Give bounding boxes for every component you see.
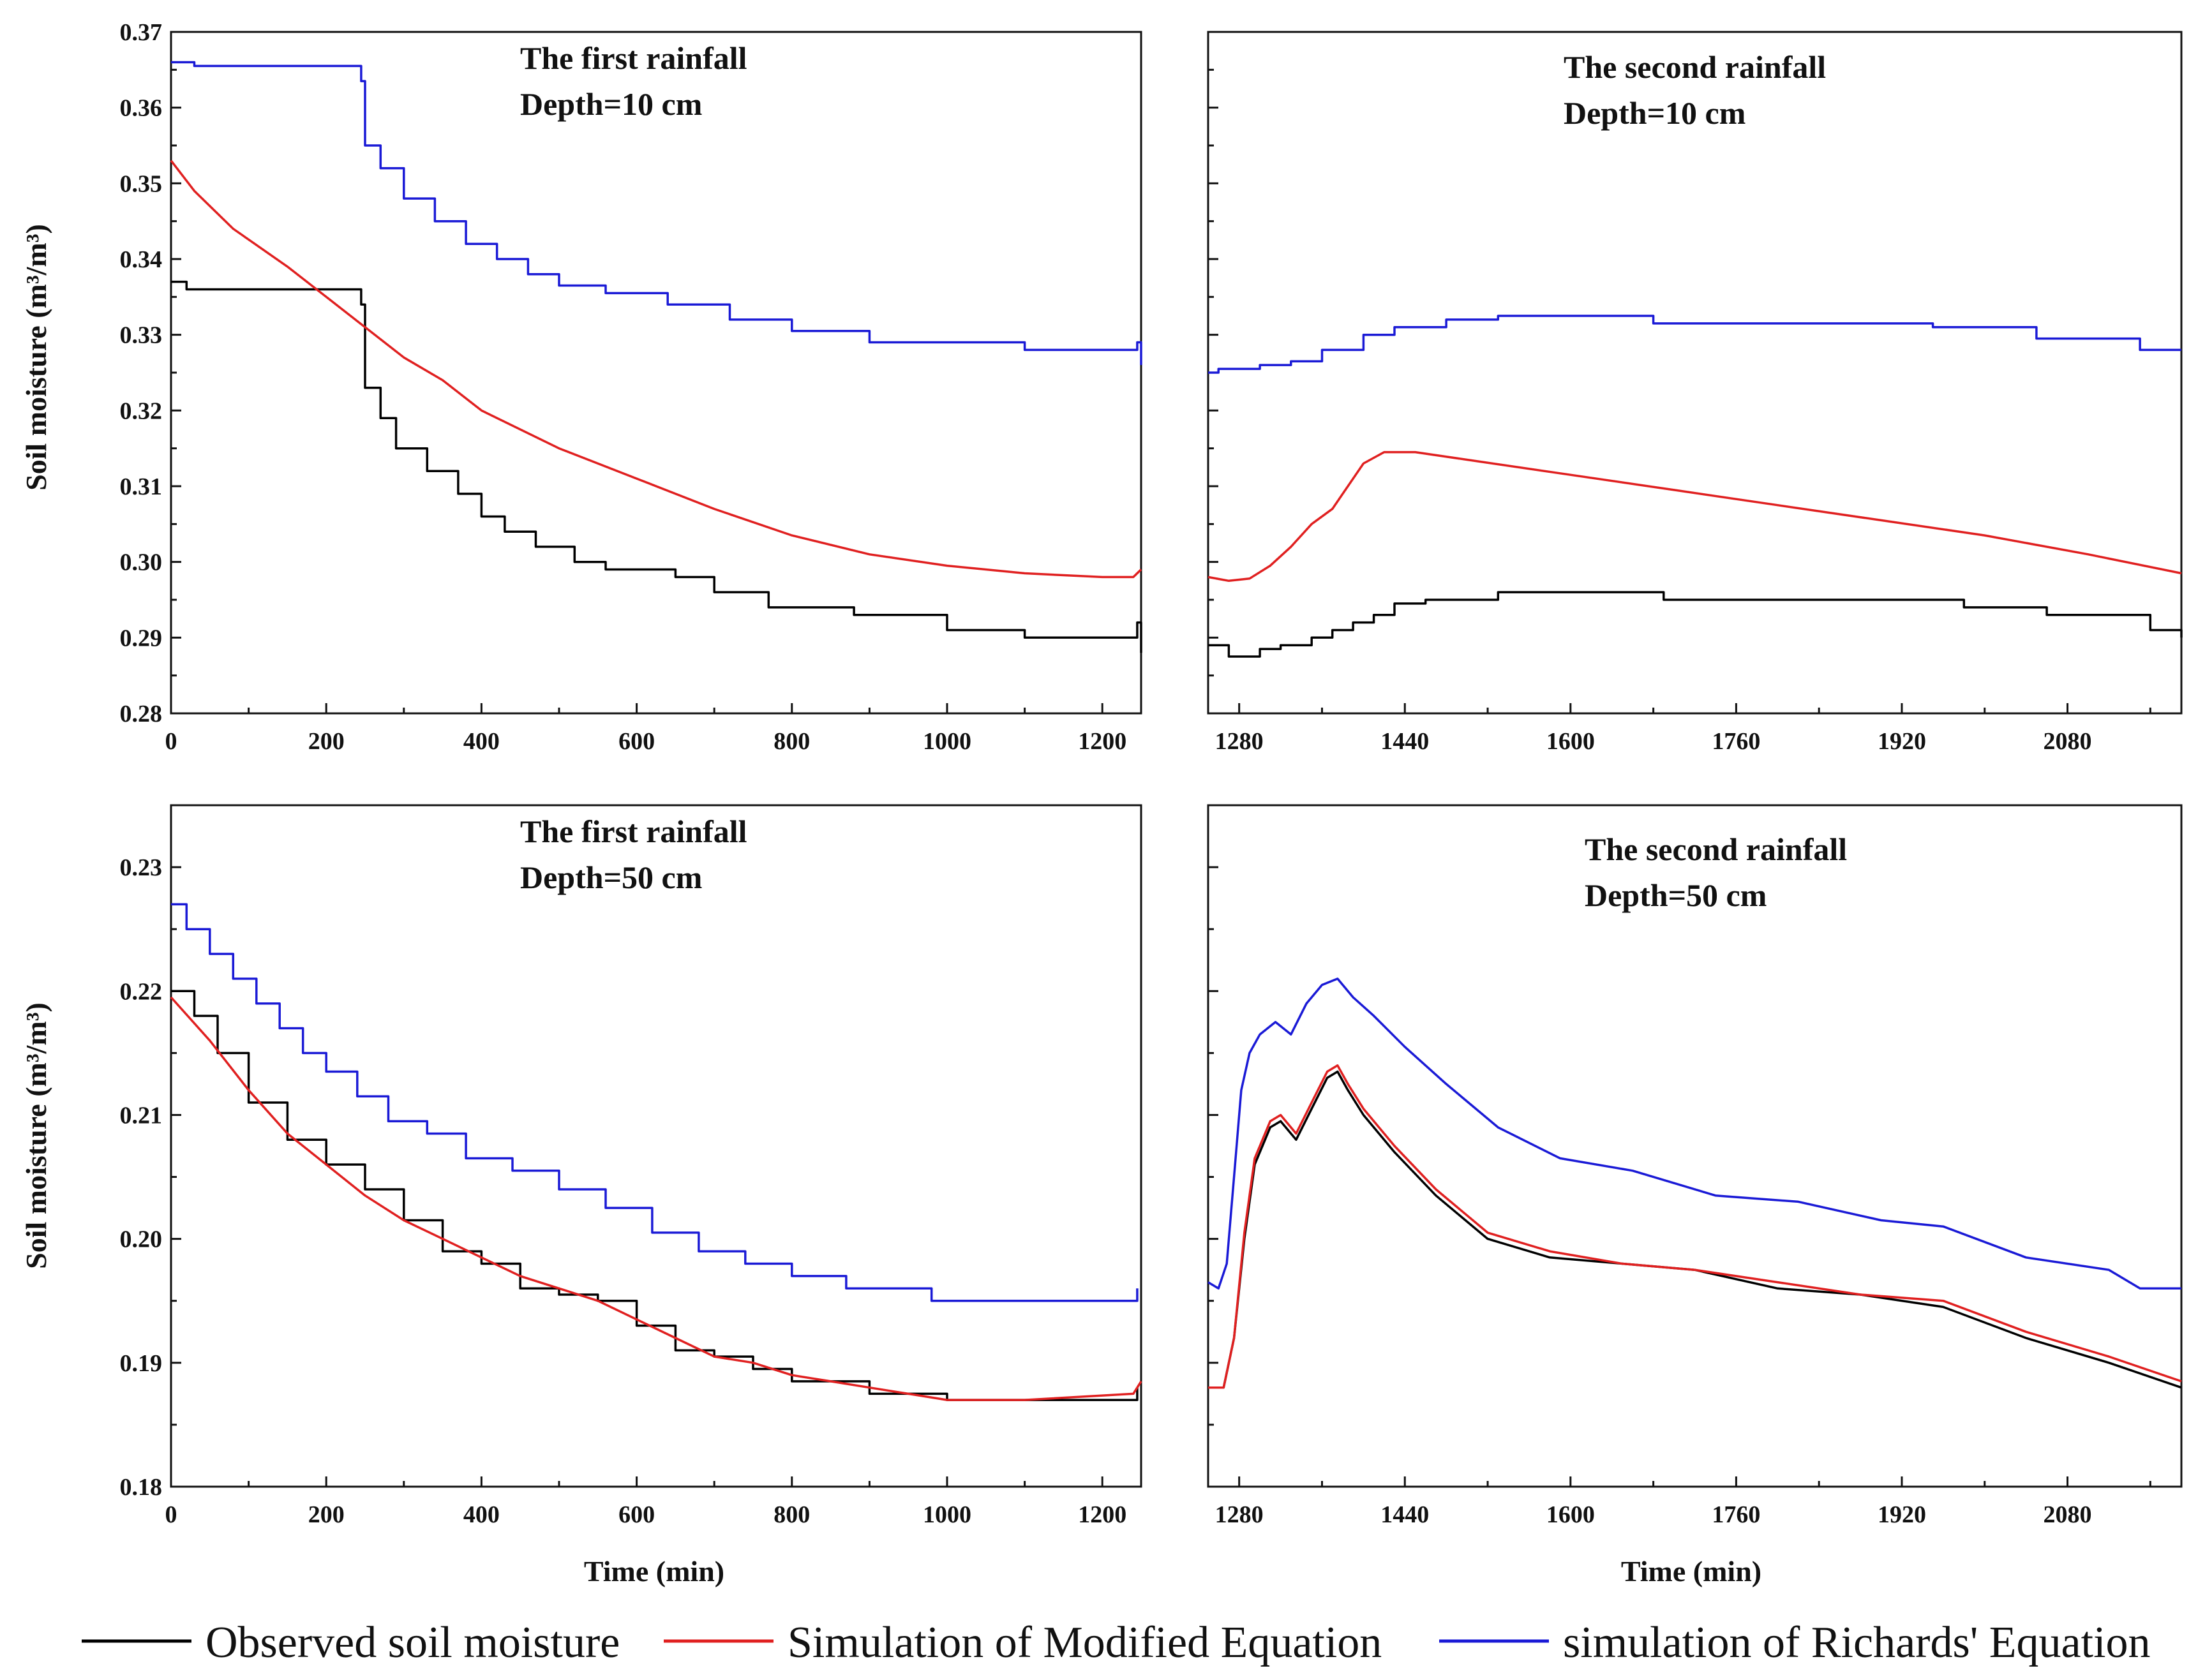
y-tick-label: 0.29 — [120, 625, 163, 651]
panel-annotation: Depth=10 cm — [1564, 95, 1745, 131]
x-tick-label: 600 — [618, 1501, 655, 1528]
x-tick-label: 1600 — [1546, 728, 1595, 755]
x-tick-label: 600 — [618, 728, 655, 755]
y-tick-label: 0.28 — [120, 701, 163, 727]
x-tick-label: 800 — [774, 728, 810, 755]
legend-label-richards: simulation of Richards' Equation — [1563, 1618, 2151, 1667]
x-tick-label: 1200 — [1078, 1501, 1126, 1528]
y-axis-label-top: Soil moisture (m³/m³) — [20, 224, 52, 491]
chart-panel-top-left: 0.28 0.29 0.30 0.31 0.32 0.33 0.34 0.35 0.36 0.37… — [120, 19, 1142, 755]
chart-panel-top-right: 1280 1440 1600 1760 1920 2080 The second rainf… — [1207, 31, 2183, 755]
y-tick-label: 0.19 — [120, 1350, 163, 1377]
x-tick-label: 1920 — [1878, 728, 1926, 755]
series-line-richards — [171, 61, 1142, 366]
x-tick-label: 1000 — [923, 728, 971, 755]
x-tick-label: 1440 — [1380, 728, 1429, 755]
x-tick-label: 1200 — [1078, 728, 1126, 755]
x-tick-label: 1920 — [1878, 1501, 1926, 1528]
x-tick-label: 800 — [774, 1501, 810, 1528]
panel-annotation: The second rainfall — [1564, 49, 1826, 85]
x-tick-label: 1760 — [1712, 1501, 1760, 1528]
y-tick-label: 0.37 — [120, 19, 163, 46]
series-line-observed — [1208, 591, 2183, 658]
y-tick-label: 0.34 — [120, 246, 163, 273]
x-tick-label: 1600 — [1546, 1501, 1595, 1528]
x-tick-label: 1760 — [1712, 728, 1760, 755]
series-line-modified — [1207, 450, 2182, 583]
plot-frame — [1207, 31, 2183, 715]
series-line-modified — [1208, 1064, 2182, 1389]
panel-annotation: The second rainfall — [1585, 831, 1847, 867]
x-tick-label: 400 — [463, 728, 500, 755]
x-tick-label: 1440 — [1380, 1501, 1429, 1528]
y-tick-label: 0.21 — [120, 1102, 163, 1129]
y-tick-label: 0.18 — [120, 1474, 163, 1501]
y-tick-label: 0.20 — [120, 1226, 163, 1253]
plot-frame — [170, 31, 1142, 715]
panel-annotation: The first rainfall — [520, 814, 747, 849]
series-line-richards — [1207, 978, 2181, 1290]
chart-panel-bottom-left: 0.18 0.19 0.20 0.21 0.22 0.23 0 200 400 600 800 100… — [120, 804, 1142, 1528]
x-tick-label: 200 — [308, 728, 345, 755]
x-tick-label: 1000 — [923, 1501, 971, 1528]
x-axis-label-right: Time (min) — [1621, 1555, 1761, 1587]
x-tick-label: 1280 — [1215, 1501, 1264, 1528]
x-tick-label: 2080 — [2044, 1501, 2092, 1528]
x-tick-label: 0 — [165, 728, 177, 755]
chart-panels: 0.28 0.29 0.30 0.31 0.32 0.33 0.34 0.35 0.36 0.37… — [120, 19, 2183, 1528]
y-tick-label: 0.22 — [120, 978, 163, 1005]
x-tick-label: 200 — [308, 1501, 345, 1528]
legend-label-observed: Observed soil moisture — [206, 1618, 620, 1667]
y-tick-label: 0.31 — [120, 473, 163, 500]
y-tick-label: 0.30 — [120, 549, 163, 576]
series-line-richards — [1208, 315, 2181, 374]
series-line-richards — [171, 903, 1139, 1302]
series-line-observed — [1208, 1070, 2182, 1389]
x-tick-label: 2080 — [2044, 728, 2092, 755]
x-axis-label-left: Time (min) — [584, 1555, 724, 1587]
chart-panel-bottom-right: 1280 1440 1600 1760 1920 2080 The second rainf… — [1207, 804, 2183, 1528]
x-tick-label: 400 — [463, 1501, 500, 1528]
y-tick-label: 0.35 — [120, 170, 163, 197]
plot-frame — [170, 804, 1142, 1488]
plot-frame — [1207, 804, 2183, 1488]
panel-annotation: Depth=50 cm — [520, 859, 702, 895]
y-tick-label: 0.36 — [120, 95, 163, 122]
panel-annotation: Depth=10 cm — [520, 86, 702, 122]
series-line-modified — [170, 996, 1142, 1401]
y-tick-label: 0.23 — [120, 854, 163, 881]
x-tick-label: 1280 — [1215, 728, 1264, 755]
y-tick-label: 0.33 — [120, 322, 163, 349]
legend-label-modified: Simulation of Modified Equation — [788, 1618, 1382, 1667]
panel-annotation: Depth=50 cm — [1585, 877, 1767, 913]
series-line-modified — [170, 160, 1142, 579]
panel-annotation: The first rainfall — [520, 40, 747, 76]
legend: Observed soil moisture Simulation of Mod… — [82, 1618, 2151, 1667]
x-tick-label: 0 — [165, 1501, 177, 1528]
series-line-observed — [171, 280, 1142, 653]
y-axis-label-bottom: Soil moisture (m³/m³) — [20, 1002, 52, 1269]
y-tick-label: 0.32 — [120, 398, 163, 424]
